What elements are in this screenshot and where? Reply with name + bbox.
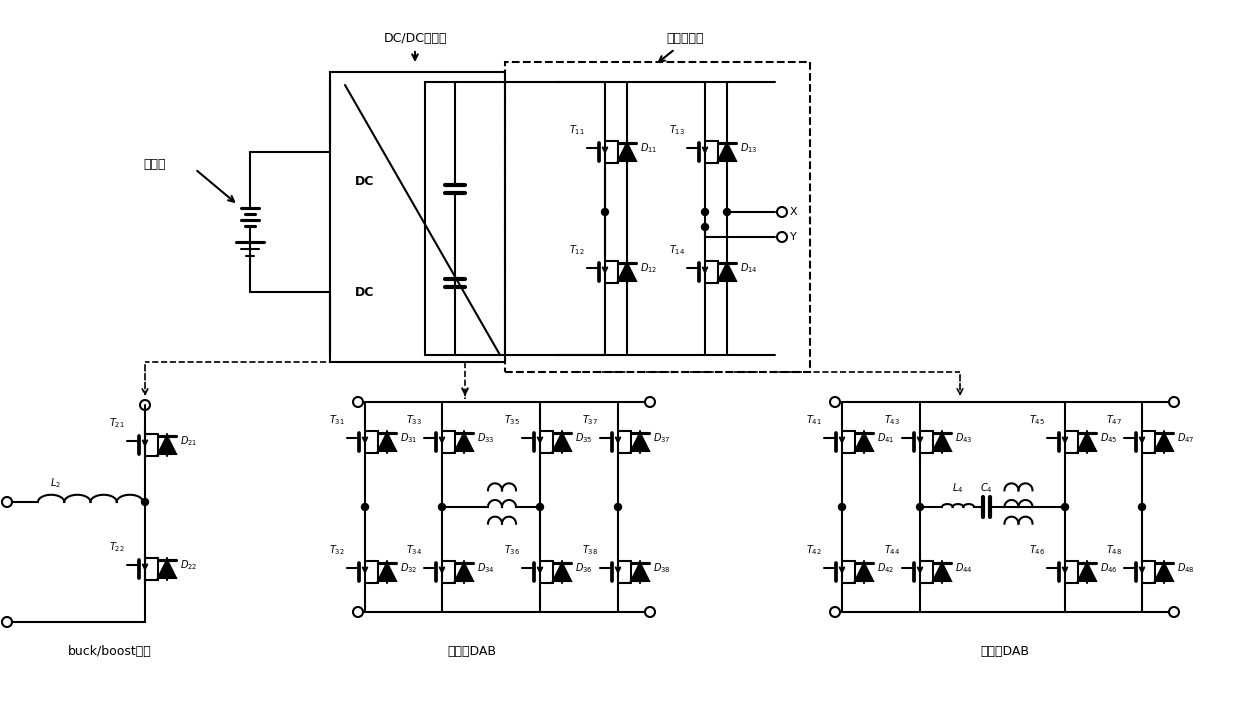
Circle shape: [601, 209, 608, 215]
Text: $T_{37}$: $T_{37}$: [582, 413, 598, 427]
Text: $D_{45}$: $D_{45}$: [1100, 431, 1118, 445]
Polygon shape: [717, 143, 736, 161]
Polygon shape: [378, 563, 396, 581]
Text: $D_{13}$: $D_{13}$: [740, 141, 757, 155]
Text: $T_{14}$: $T_{14}$: [669, 244, 685, 257]
Polygon shape: [631, 563, 649, 581]
Text: $D_{38}$: $D_{38}$: [653, 561, 670, 575]
Text: $T_{41}$: $T_{41}$: [807, 413, 821, 427]
Circle shape: [917, 504, 923, 510]
Polygon shape: [1155, 433, 1173, 451]
Circle shape: [439, 504, 446, 510]
Text: Y: Y: [790, 232, 797, 242]
Circle shape: [615, 504, 622, 510]
Text: $D_{48}$: $D_{48}$: [1177, 561, 1194, 575]
Circle shape: [1062, 504, 1068, 510]
Text: $T_{32}$: $T_{32}$: [330, 543, 344, 557]
Polygon shape: [1078, 433, 1097, 451]
Text: $D_{33}$: $D_{33}$: [477, 431, 494, 445]
Text: $T_{21}$: $T_{21}$: [109, 416, 125, 430]
Text: 全桥子模块: 全桥子模块: [667, 33, 704, 46]
Polygon shape: [631, 433, 649, 451]
Text: $T_{46}$: $T_{46}$: [1028, 543, 1044, 557]
Polygon shape: [159, 436, 176, 454]
Text: $D_{21}$: $D_{21}$: [180, 434, 197, 448]
Text: $D_{37}$: $D_{37}$: [653, 431, 670, 445]
Polygon shape: [933, 563, 952, 581]
Text: $T_{12}$: $T_{12}$: [569, 244, 585, 257]
Circle shape: [141, 499, 149, 505]
Circle shape: [362, 504, 368, 510]
Polygon shape: [455, 563, 473, 581]
Text: $T_{36}$: $T_{36}$: [504, 543, 520, 557]
Text: $T_{13}$: $T_{13}$: [669, 123, 685, 137]
Text: $T_{22}$: $T_{22}$: [109, 540, 125, 554]
Text: $D_{34}$: $D_{34}$: [477, 561, 494, 575]
Text: $T_{35}$: $T_{35}$: [504, 413, 520, 427]
Circle shape: [536, 504, 544, 510]
Bar: [506, 62, 810, 372]
Text: $T_{11}$: $T_{11}$: [569, 123, 585, 137]
Text: $D_{12}$: $D_{12}$: [641, 261, 658, 275]
Polygon shape: [455, 433, 473, 451]
Text: $T_{38}$: $T_{38}$: [582, 543, 598, 557]
Polygon shape: [618, 143, 636, 161]
Polygon shape: [1155, 563, 1173, 581]
Text: X: X: [790, 207, 798, 217]
Polygon shape: [1078, 563, 1097, 581]
Text: 移相式DAB: 移相式DAB: [447, 645, 497, 658]
Polygon shape: [618, 263, 636, 281]
Circle shape: [701, 223, 709, 230]
Text: $D_{35}$: $D_{35}$: [575, 431, 592, 445]
Text: $T_{43}$: $T_{43}$: [883, 413, 900, 427]
Polygon shape: [553, 433, 571, 451]
Text: $D_{44}$: $D_{44}$: [955, 561, 973, 575]
Text: $D_{41}$: $D_{41}$: [877, 431, 895, 445]
Circle shape: [701, 209, 709, 215]
Text: $T_{42}$: $T_{42}$: [807, 543, 821, 557]
Polygon shape: [717, 263, 736, 281]
Bar: [330, 72, 506, 362]
Text: $D_{11}$: $D_{11}$: [641, 141, 658, 155]
Text: $T_{33}$: $T_{33}$: [406, 413, 422, 427]
Text: $L_{2}$: $L_{2}$: [50, 476, 61, 490]
Circle shape: [839, 504, 845, 510]
Text: $L_{4}$: $L_{4}$: [953, 481, 964, 495]
Text: $D_{47}$: $D_{47}$: [1177, 431, 1194, 445]
Text: DC: DC: [356, 286, 374, 299]
Text: $D_{32}$: $D_{32}$: [400, 561, 418, 575]
Text: $T_{48}$: $T_{48}$: [1106, 543, 1123, 557]
Text: $T_{31}$: $T_{31}$: [330, 413, 344, 427]
Text: 谐振式DAB: 谐振式DAB: [980, 645, 1030, 658]
Text: $D_{36}$: $D_{36}$: [575, 561, 592, 575]
Text: $T_{45}$: $T_{45}$: [1028, 413, 1044, 427]
Text: $T_{34}$: $T_{34}$: [406, 543, 422, 557]
Text: $D_{42}$: $D_{42}$: [877, 561, 895, 575]
Text: $C_{4}$: $C_{4}$: [980, 481, 992, 495]
Text: DC/DC变换器: DC/DC变换器: [383, 33, 447, 46]
Circle shape: [724, 209, 731, 215]
Polygon shape: [855, 563, 873, 581]
Text: $T_{47}$: $T_{47}$: [1106, 413, 1123, 427]
Polygon shape: [378, 433, 396, 451]
Polygon shape: [855, 433, 873, 451]
Text: $D_{46}$: $D_{46}$: [1100, 561, 1118, 575]
Text: $D_{31}$: $D_{31}$: [400, 431, 418, 445]
Text: $D_{14}$: $D_{14}$: [740, 261, 758, 275]
Text: $D_{43}$: $D_{43}$: [955, 431, 973, 445]
Polygon shape: [933, 433, 952, 451]
Text: $D_{22}$: $D_{22}$: [180, 558, 197, 572]
Text: 电池组: 电池组: [144, 158, 166, 172]
Text: buck/boost电路: buck/boost电路: [68, 645, 152, 658]
Text: DC: DC: [356, 175, 374, 188]
Polygon shape: [553, 563, 571, 581]
Circle shape: [1139, 504, 1146, 510]
Text: $T_{44}$: $T_{44}$: [883, 543, 900, 557]
Polygon shape: [159, 560, 176, 578]
